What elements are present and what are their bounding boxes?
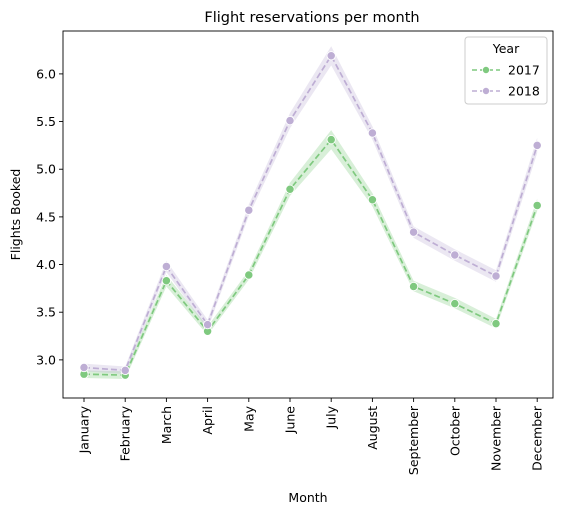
x-tick-label: August xyxy=(365,406,380,450)
series-line-2018 xyxy=(83,54,539,372)
x-tick-label: April xyxy=(200,406,215,435)
legend-marker-2018 xyxy=(481,87,490,96)
x-tick-label: February xyxy=(118,405,133,461)
legend-label-2017: 2017 xyxy=(508,63,540,78)
data-point-2017 xyxy=(532,200,542,211)
confidence-band-2017 xyxy=(84,130,538,379)
y-tick-label: 4.5 xyxy=(36,209,56,224)
confidence-bands xyxy=(84,46,538,379)
x-tick-label: December xyxy=(530,405,545,471)
y-tick-label: 6.0 xyxy=(36,66,56,81)
data-point-2018 xyxy=(285,115,295,126)
data-point-2018 xyxy=(244,205,254,215)
data-point-2017 xyxy=(285,184,295,194)
y-tick-label: 5.5 xyxy=(36,114,56,129)
legend-title: Year xyxy=(492,41,520,56)
data-point-2018 xyxy=(161,261,172,272)
series-line-2017 xyxy=(83,138,539,376)
data-point-2017 xyxy=(326,135,336,145)
legend-label-2018: 2018 xyxy=(508,84,540,99)
x-tick-label: January xyxy=(77,405,92,454)
data-point-2017 xyxy=(161,276,172,286)
y-tick-label: 5.0 xyxy=(36,162,56,177)
data-point-2017 xyxy=(244,270,254,280)
data-point-2018 xyxy=(408,227,419,237)
y-tick-label: 3.0 xyxy=(36,352,56,367)
series-lines xyxy=(83,54,539,376)
legend: Year 2017 2018 xyxy=(464,36,548,105)
chart-title: Flight reservations per month xyxy=(204,10,419,26)
data-point-2018 xyxy=(326,51,336,61)
data-point-2017 xyxy=(408,281,419,292)
x-axis-label: Month xyxy=(288,490,327,505)
data-point-2017 xyxy=(491,318,501,329)
y-axis: 3.0 3.5 4.0 4.5 5.0 5.5 6.0 xyxy=(36,66,63,367)
data-point-2018 xyxy=(491,271,501,281)
x-tick-label: September xyxy=(406,405,421,475)
data-point-2018 xyxy=(79,362,89,373)
x-tick-label: June xyxy=(283,406,298,435)
legend-marker-2017 xyxy=(481,66,490,75)
data-point-2018 xyxy=(202,319,213,330)
x-axis: January February March April May June July Augu… xyxy=(77,398,545,475)
data-point-2018 xyxy=(367,128,378,138)
data-point-2018 xyxy=(450,250,460,260)
data-point-2017 xyxy=(367,195,378,205)
data-point-2018 xyxy=(120,365,130,376)
x-tick-label: March xyxy=(159,406,174,444)
y-axis-label: Flights Booked xyxy=(8,169,23,261)
series-points xyxy=(79,51,542,380)
y-tick-label: 4.0 xyxy=(36,257,56,272)
x-tick-label: July xyxy=(324,405,339,429)
x-tick-label: May xyxy=(241,405,256,431)
plot-frame xyxy=(62,30,554,399)
y-tick-label: 3.5 xyxy=(36,305,56,320)
data-point-2017 xyxy=(450,298,460,309)
x-tick-label: October xyxy=(447,405,462,456)
data-point-2018 xyxy=(532,140,542,151)
x-tick-label: November xyxy=(489,405,504,471)
